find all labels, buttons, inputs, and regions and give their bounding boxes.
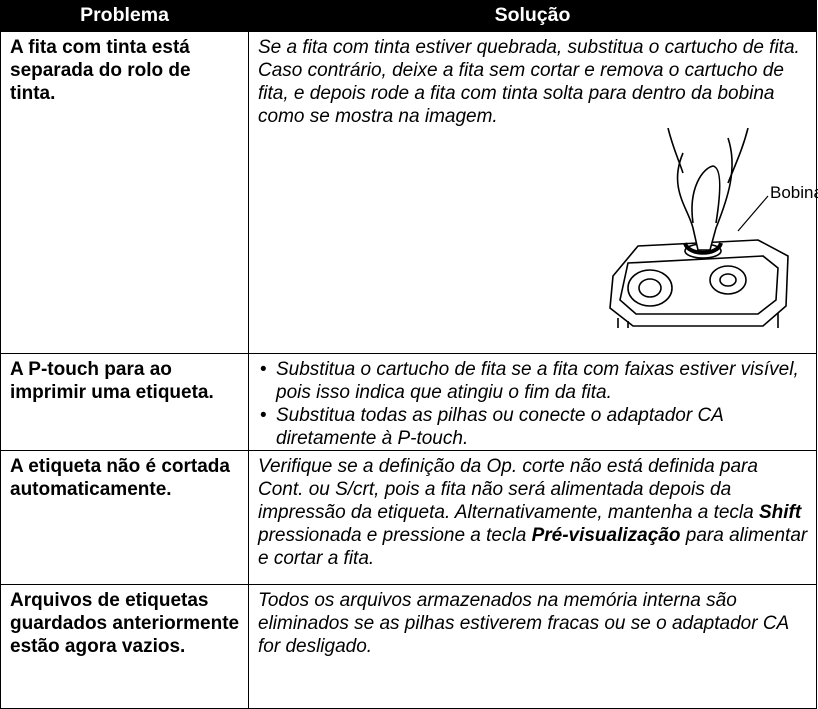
figure: Bobina — [609, 128, 818, 328]
solution-cell: Substitua o cartucho de fita se a fita c… — [248, 353, 817, 451]
text: Verifique se a definição da Op. corte nã… — [258, 456, 759, 523]
solution-item: Substitua o cartucho de fita se a fita c… — [258, 358, 808, 404]
solution-item: Substitua todas as pilhas ou conecte o a… — [258, 404, 808, 450]
header-row: Problema Solução — [0, 0, 817, 32]
key-name: Pré-visualização — [531, 525, 681, 546]
row: A etiqueta não é cortada automaticamente… — [0, 450, 817, 585]
problem: A P-touch para ao imprimir uma etiqueta. — [0, 353, 249, 451]
figure-label: Bobina — [770, 183, 818, 202]
header-cell: Solução — [248, 0, 817, 32]
key-name: Shift — [758, 502, 802, 523]
problem: A fita com tinta está separada do rolo d… — [0, 31, 249, 354]
cartridge-illustration — [609, 128, 789, 328]
row: A fita com tinta está separada do rolo d… — [0, 31, 818, 354]
problem: Arquivos de etiquetas guardados anterior… — [0, 584, 249, 709]
header-cell: Problema — [0, 0, 249, 32]
solution: Se a fita com tinta estiver quebrada, su… — [258, 37, 800, 127]
text: pressionada e pressione a tecla — [258, 525, 532, 546]
solution-cell: Se a fita com tinta estiver quebrada, su… — [248, 31, 818, 354]
row: Arquivos de etiquetas guardados anterior… — [0, 584, 817, 709]
leader-line — [737, 195, 769, 232]
solution: Verifique se a definição da Op. corte nã… — [248, 450, 817, 585]
text: para alimentar e cortar a fita. — [258, 525, 808, 569]
row: A P-touch para ao imprimir uma etiqueta.… — [0, 353, 817, 451]
solution: Todos os arquivos armazenados na memória… — [248, 584, 817, 709]
problem: A etiqueta não é cortada automaticamente… — [0, 450, 249, 585]
solution-list: Substitua o cartucho de fita se a fita c… — [258, 358, 808, 450]
